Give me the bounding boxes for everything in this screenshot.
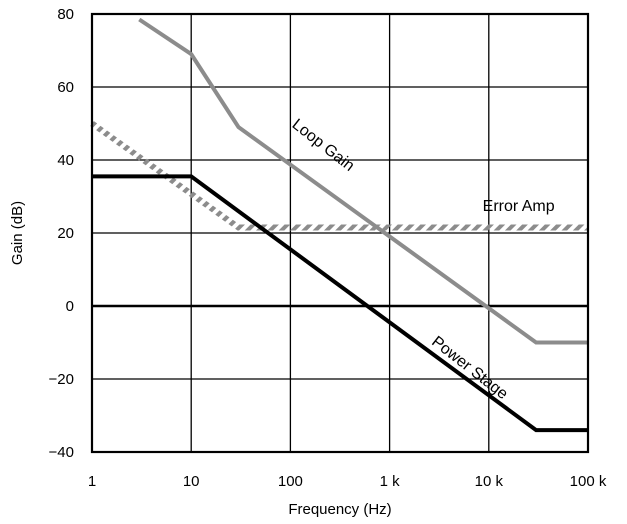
series-power-stage-line (92, 174, 588, 433)
x-tick-label-10-k: 10 k (475, 473, 504, 490)
tick-labels: 1 10 100 1 k 10 k 100 k 80 60 40 20 0 −20 −40 (49, 6, 607, 490)
plot-frame (90, 12, 590, 454)
y-axis-title: Gain (dB) (9, 201, 26, 265)
y-tick-label-60: 60 (57, 79, 74, 96)
series-group (90, 17, 588, 433)
y-tick-label-80: 80 (57, 6, 74, 23)
series-error-amp-line (90, 121, 588, 231)
x-tick-label-10: 10 (183, 473, 200, 490)
x-tick-label-100: 100 (278, 473, 303, 490)
x-axis-title: Frequency (Hz) (288, 501, 391, 518)
label-power-stage: Power Stage (428, 333, 511, 403)
x-tick-label-100-k: 100 k (570, 473, 607, 490)
y-tick-label-0: 0 (66, 298, 74, 315)
y-tick-label-40: −40 (49, 444, 74, 461)
label-error-amp: Error Amp (483, 198, 555, 215)
grid (91, 13, 589, 453)
series-loop-gain-line (138, 17, 588, 345)
y-tick-label-20: −20 (49, 371, 74, 388)
x-tick-label-1: 1 (88, 473, 96, 490)
y-tick-label-40: 40 (57, 152, 74, 169)
y-tick-label-20: 20 (57, 225, 74, 242)
label-loop-gain: Loop Gain (289, 116, 358, 175)
x-tick-label-1-k: 1 k (380, 473, 401, 490)
